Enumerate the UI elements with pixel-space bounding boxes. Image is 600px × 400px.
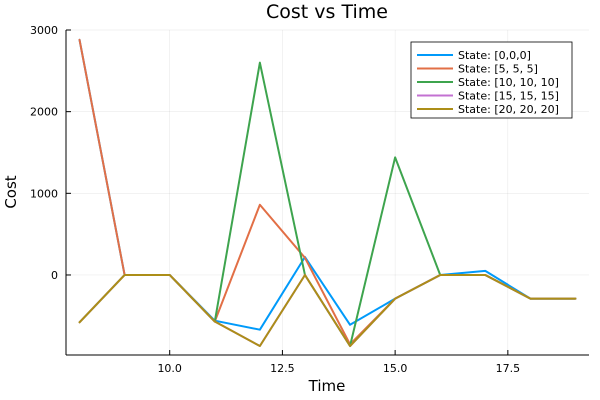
y-axis-title: Cost xyxy=(2,175,20,208)
series-lines xyxy=(78,38,577,348)
x-tick-label: 10.0 xyxy=(157,362,182,375)
y-tick-label: 1000 xyxy=(30,187,58,200)
x-tick-label: 12.5 xyxy=(270,362,295,375)
legend-label: State: [10, 10, 10] xyxy=(458,76,559,89)
legend-label: State: [15, 15, 15] xyxy=(458,90,559,103)
legend-items: State: [0,0,0]State: [5, 5, 5]State: [10… xyxy=(417,49,559,116)
chart-title: Cost vs Time xyxy=(266,1,388,23)
y-tick-label: 0 xyxy=(51,269,58,282)
legend-label: State: [20, 20, 20] xyxy=(458,103,559,116)
x-axis-title: Time xyxy=(308,377,346,395)
y-tick-label: 2000 xyxy=(30,106,58,119)
axis-ticks: 10.0 12.5 15.0 17.5 0 1000 2000 3000 xyxy=(30,24,520,375)
legend: State: [0,0,0]State: [5, 5, 5]State: [10… xyxy=(410,41,573,119)
series-line-4 xyxy=(78,273,577,348)
x-tick-label: 15.0 xyxy=(383,362,408,375)
legend-label: State: [0,0,0] xyxy=(458,49,531,62)
y-tick-label: 3000 xyxy=(30,24,58,37)
legend-label: State: [5, 5, 5] xyxy=(458,63,538,76)
x-tick-label: 17.5 xyxy=(496,362,521,375)
